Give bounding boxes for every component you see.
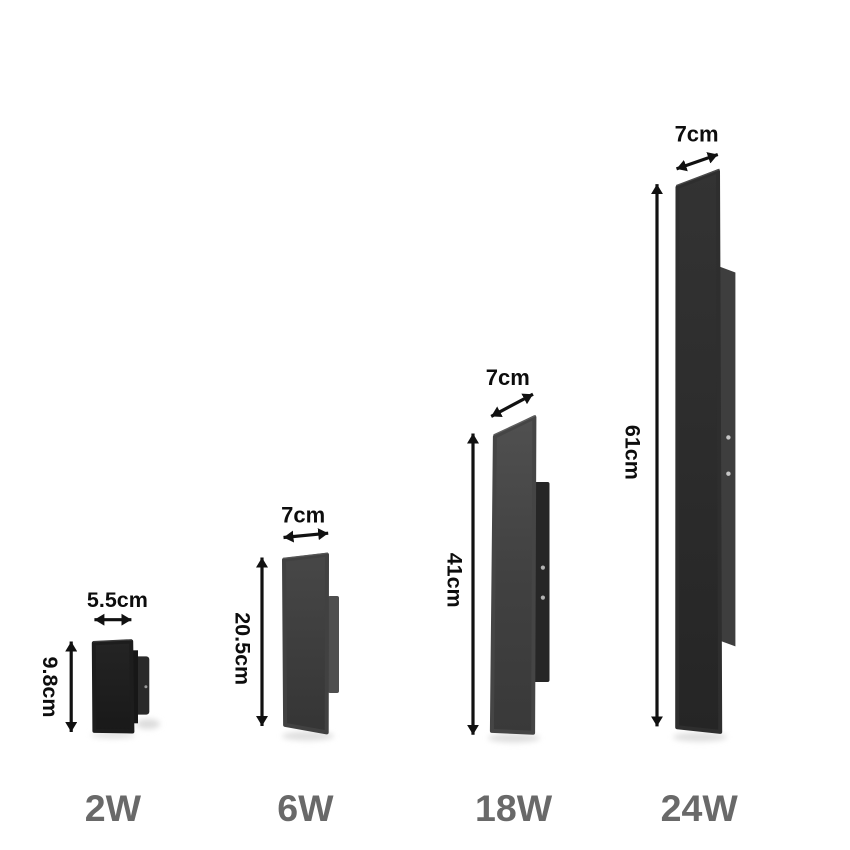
svg-text:7cm: 7cm [281,503,325,528]
svg-text:2W: 2W [85,787,142,829]
svg-text:7cm: 7cm [486,365,530,390]
svg-text:18W: 18W [475,787,553,829]
svg-text:20.5cm: 20.5cm [230,612,254,685]
svg-text:6W: 6W [277,787,334,829]
svg-text:7cm: 7cm [675,122,719,147]
svg-text:5.5cm: 5.5cm [87,588,148,612]
svg-text:41cm: 41cm [442,553,466,608]
svg-text:61cm: 61cm [620,425,644,480]
svg-text:24W: 24W [661,787,739,829]
svg-text:9.8cm: 9.8cm [38,657,62,718]
